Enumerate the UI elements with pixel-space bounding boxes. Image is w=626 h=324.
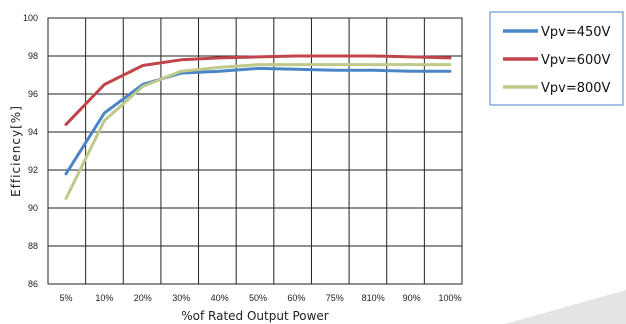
y-tick-label: 92 [28, 165, 38, 175]
y-tick-label: 86 [28, 279, 38, 289]
x-tick-label: 20% [134, 293, 152, 303]
y-tick-label: 98 [28, 51, 38, 61]
page-corner-shadow [505, 290, 626, 324]
x-axis-ticks: 5% 10% 20% 30% 40% 50% 60% 75% 810% 90% 100% [59, 293, 461, 303]
x-tick-label: 90% [403, 293, 421, 303]
y-tick-label: 90 [28, 203, 38, 213]
y-tick-label: 94 [28, 127, 38, 137]
x-tick-label: 810% [362, 293, 385, 303]
series-line-1 [64, 66, 452, 176]
y-axis-ticks: 86 88 90 92 94 96 98 100 [23, 13, 38, 289]
x-tick-label: 60% [287, 293, 305, 303]
x-tick-label: 50% [249, 293, 267, 303]
x-tick-label: 5% [59, 293, 72, 303]
x-axis-title: %of Rated Output Power [181, 309, 329, 323]
legend: Vpv=450V Vpv=600V Vpv=800V [489, 11, 624, 106]
series-lines [64, 54, 452, 200]
legend-label: Vpv=600V [541, 53, 611, 68]
y-tick-label: 88 [28, 241, 38, 251]
x-tick-label: 100% [438, 293, 461, 303]
legend-label: Vpv=800V [541, 81, 611, 96]
series-line-3 [64, 63, 452, 200]
x-tick-label: 75% [326, 293, 344, 303]
plot-frame [47, 17, 463, 285]
y-axis-title: Efficiency[%] [9, 105, 23, 197]
legend-label: Vpv=450V [541, 25, 611, 40]
x-tick-label: 10% [95, 293, 113, 303]
x-tick-label: 30% [172, 293, 190, 303]
x-tick-label: 40% [211, 293, 229, 303]
y-tick-label: 96 [28, 89, 38, 99]
series-line-2 [64, 54, 452, 126]
y-tick-label: 100 [23, 13, 38, 23]
